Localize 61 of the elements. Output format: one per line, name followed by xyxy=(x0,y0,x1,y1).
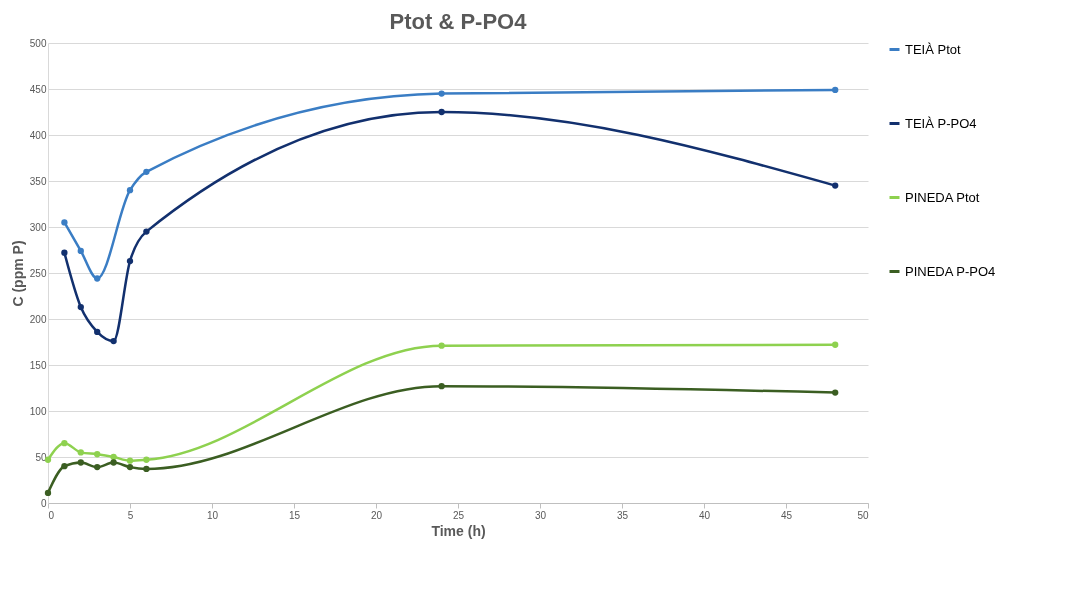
y-tick-label: 350 xyxy=(29,175,47,187)
point xyxy=(832,86,839,94)
point xyxy=(77,449,84,456)
point xyxy=(438,383,445,390)
point xyxy=(438,108,445,116)
x-tick-label: 50 xyxy=(857,509,869,521)
point xyxy=(832,389,839,396)
point xyxy=(94,328,101,336)
point xyxy=(44,489,52,497)
y-tick-label: 200 xyxy=(29,313,47,325)
y-axis-title: C (ppm P) xyxy=(9,240,26,307)
point xyxy=(94,275,101,282)
point xyxy=(143,456,150,463)
point xyxy=(77,303,84,311)
point xyxy=(77,459,84,466)
y-tick-label: 500 xyxy=(29,37,47,49)
chart-title: Ptot & P-PO4 xyxy=(389,9,528,34)
point xyxy=(126,187,134,194)
point xyxy=(126,257,134,265)
point xyxy=(438,342,445,349)
x-tick-label: 30 xyxy=(534,509,547,521)
x-tick-label: 45 xyxy=(780,509,793,521)
legend-label: PINEDA P-PO4 xyxy=(905,263,996,279)
point xyxy=(143,228,150,235)
x-tick-label: 15 xyxy=(288,509,301,521)
x-axis-title: Time (h) xyxy=(431,522,486,539)
point xyxy=(61,440,68,447)
y-tick-label: 100 xyxy=(29,405,47,417)
point xyxy=(61,249,68,256)
legend-label: TEIÀ Ptot xyxy=(905,41,962,57)
point xyxy=(110,337,117,345)
legend-label: PINEDA Ptot xyxy=(905,189,980,205)
point xyxy=(832,182,839,189)
x-tick-label: 10 xyxy=(206,509,219,521)
point xyxy=(94,451,101,458)
x-tick-label: 40 xyxy=(698,509,711,521)
point xyxy=(438,90,445,97)
point xyxy=(61,463,68,470)
y-tick-label: 400 xyxy=(29,129,47,141)
y-tick-label: 50 xyxy=(35,451,47,463)
point xyxy=(143,168,150,175)
x-tick-label: 5 xyxy=(127,509,134,521)
y-tick-label: 150 xyxy=(29,359,47,371)
point xyxy=(126,457,134,464)
x-tick-label: 20 xyxy=(370,509,383,521)
x-tick-label: 0 xyxy=(48,509,55,521)
y-tick-label: 250 xyxy=(29,267,47,279)
point xyxy=(126,463,134,471)
point xyxy=(143,465,150,473)
point xyxy=(94,463,101,471)
x-tick-label: 35 xyxy=(616,509,629,521)
legend-label: TEIÀ P-PO4 xyxy=(905,115,977,131)
y-tick-label: 450 xyxy=(29,83,47,95)
y-tick-label: 0 xyxy=(40,497,47,509)
point xyxy=(77,247,84,255)
x-tick-label: 25 xyxy=(452,509,465,521)
point xyxy=(110,453,117,461)
y-tick-label: 300 xyxy=(29,221,47,233)
point xyxy=(61,219,68,226)
point xyxy=(110,459,117,466)
point xyxy=(832,341,839,348)
